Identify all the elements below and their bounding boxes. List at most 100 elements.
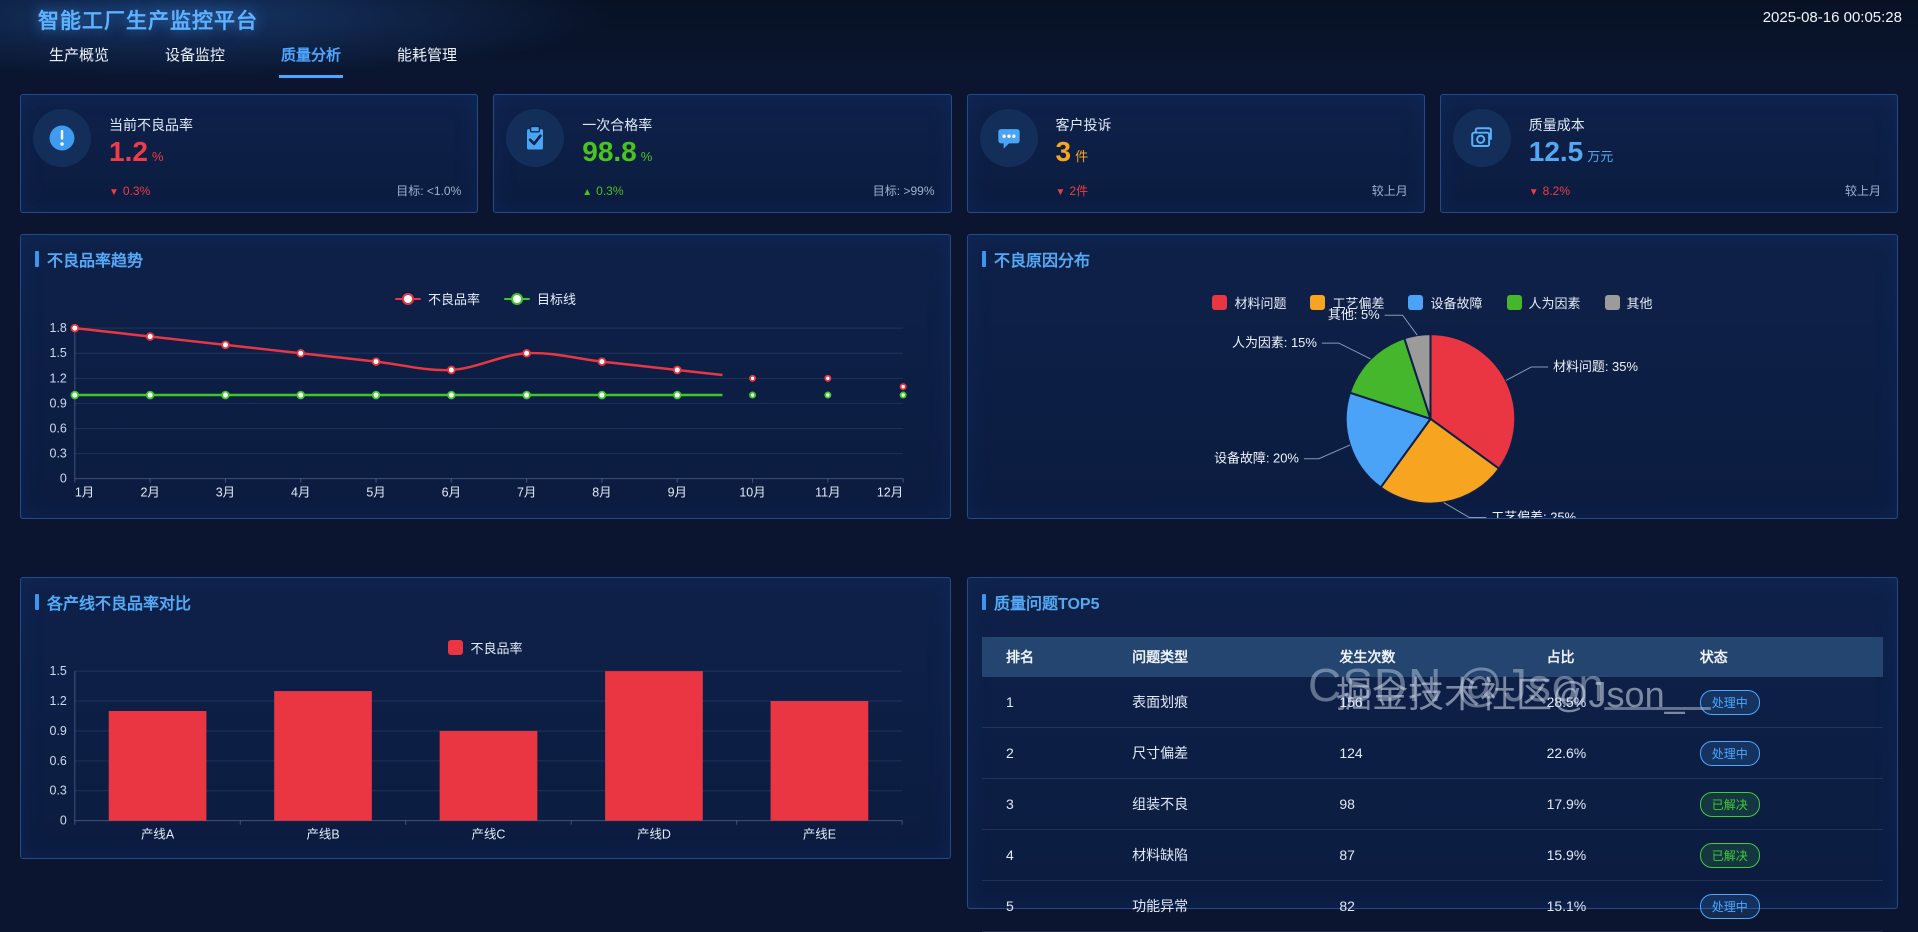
status-badge: 处理中 <box>1699 893 1760 919</box>
defect-causes-pie-chart[interactable]: 材料问题: 35% 工艺偏差: 25% 设备故障: 20% 人为因素: 15% 其他: … <box>968 235 1897 518</box>
panel-title-defect-causes: 不良原因分布 <box>982 247 1090 271</box>
bar-产线C <box>439 730 538 821</box>
app-title: 智能工厂生产监控平台 <box>38 10 258 33</box>
table-cell-issue: 功能异常 <box>1108 880 1316 932</box>
pie-label: 工艺偏差: 25% <box>1491 510 1576 518</box>
panel-title-text: 各产线不良品率对比 <box>47 596 192 613</box>
legend-label: 人为因素 <box>1528 296 1581 311</box>
kpi-change: ▼ 2件 <box>1056 182 1089 199</box>
status-badge: 处理中 <box>1699 740 1760 766</box>
title-accent-bar <box>982 594 986 610</box>
kpi-value-unit: 万元 <box>1587 149 1614 164</box>
table-cell-ratio: 17.9% <box>1522 778 1676 830</box>
data-point <box>597 357 607 366</box>
pie-label-line <box>1505 366 1549 381</box>
y-axis-label: 0.9 <box>50 724 67 738</box>
defect-trend-line-chart[interactable]: 0 0.3 0.6 0.9 1.2 1.5 1.8 1月 2月 3月 4月 5月 6月 7月 8月 9月 10月… <box>21 235 950 518</box>
kpi-change: ▲ 0.3% <box>582 184 623 198</box>
data-point <box>70 323 80 333</box>
data-point <box>597 390 607 400</box>
bottom-row: 各产线不良品率对比 不良品率 0 0.3 0.6 0.9 1.2 1.5 产线A 产线B 产线C… <box>20 577 1898 932</box>
x-axis-label: 1月 <box>75 486 94 500</box>
bar-chart-legend: 不良品率 <box>21 638 950 657</box>
y-axis-label: 0.3 <box>50 784 67 798</box>
clock: 2025-08-16 00:05:28 <box>1762 9 1902 26</box>
tab-生产概览[interactable]: 生产概览 <box>49 46 110 64</box>
pie-label: 材料问题: 35% <box>1553 359 1638 374</box>
legend-item-人为因素[interactable]: 人为因素 <box>1506 293 1581 312</box>
data-point <box>447 390 456 400</box>
legend-item-不良品率[interactable]: 不良品率 <box>448 638 523 657</box>
x-axis-label: 产线B <box>306 828 339 842</box>
status-badge: 处理中 <box>1699 689 1760 715</box>
tab-设备监控[interactable]: 设备监控 <box>165 46 226 64</box>
bar-产线E <box>770 701 869 821</box>
data-point <box>522 390 531 400</box>
pie-label: 人为因素: 15% <box>1232 335 1317 350</box>
kpi-footer: ▼ 8.2% 较上月 <box>1529 182 1881 199</box>
pie-label-line <box>1303 444 1351 460</box>
legend-label: 工艺偏差 <box>1332 296 1385 311</box>
table-row: 2 尺寸偏差 124 22.6% 处理中 <box>982 727 1883 779</box>
table-cell-issue: 表面划痕 <box>1108 677 1316 728</box>
data-point <box>672 390 682 400</box>
panel-defect-causes: 不良原因分布 材料问题 工艺偏差 设备故障 人为因素 其他 材料问题: 35% 工艺偏差:… <box>967 234 1898 519</box>
legend-item-目标线[interactable]: 目标线 <box>504 289 576 308</box>
legend-item-不良品率[interactable]: 不良品率 <box>394 289 480 308</box>
data-point <box>221 390 230 400</box>
kpi-value: 12.5 万元 <box>1529 137 1614 172</box>
legend-dot-marker <box>511 292 523 305</box>
kpi-title: 质量成本 <box>1528 117 1585 133</box>
panel-title-text: 不良原因分布 <box>994 253 1091 270</box>
arrow-up-icon: ▲ <box>582 186 593 198</box>
legend-square-marker <box>448 640 464 655</box>
data-point <box>70 390 80 400</box>
tab-质量分析[interactable]: 质量分析 <box>279 30 344 78</box>
cost-icon <box>1452 109 1511 167</box>
pie-label: 其他: 5% <box>1328 307 1380 322</box>
pie-slice-工艺偏差 <box>1379 417 1501 505</box>
line-compare-bar-chart[interactable]: 0 0.3 0.6 0.9 1.2 1.5 产线A 产线B 产线C 产线D 产线E <box>21 578 950 858</box>
kpi-change-text: 0.3% <box>122 183 151 198</box>
data-point <box>899 383 907 391</box>
data-point <box>824 374 832 382</box>
pie-label-line <box>1384 314 1418 336</box>
y-axis-label: 0.6 <box>50 754 67 768</box>
table-cell-status: 已解决 <box>1675 778 1883 830</box>
kpi-note: 目标: >99% <box>872 184 935 198</box>
table-cell-ratio: 15.1% <box>1522 880 1676 932</box>
data-point <box>899 391 907 399</box>
clipboard-check-icon <box>506 109 565 167</box>
legend-square-marker <box>1604 295 1620 310</box>
bar-产线B <box>274 691 372 821</box>
x-axis-label: 8月 <box>592 486 611 500</box>
data-point <box>824 391 832 399</box>
table-cell-rank: 4 <box>982 829 1109 881</box>
kpi-change-text: 8.2% <box>1542 183 1571 198</box>
kpi-value: 1.2% <box>109 137 164 172</box>
column-header: 状态 <box>1675 637 1883 677</box>
x-axis-label: 产线C <box>472 828 506 842</box>
quality-issues-table: 排名 问题类型 发生次数 占比 状态 1 表面划痕 156 28.5% 处理中 2 尺寸偏差 124 22… <box>982 637 1883 932</box>
charts-row: 不良品率趋势 不良品率 目标线 0 0.3 0.6 0.9 1.2 1.5 1.8 1月 2月 3月… <box>20 234 1898 519</box>
column-header: 问题类型 <box>1108 637 1316 677</box>
data-point <box>447 365 456 375</box>
legend-item-工艺偏差[interactable]: 工艺偏差 <box>1310 293 1384 312</box>
table-cell-rank: 5 <box>982 880 1109 932</box>
legend-square-marker <box>1212 295 1228 310</box>
x-axis-label: 7月 <box>517 486 536 500</box>
kpi-card-4: 质量成本 12.5 万元 ▼ 8.2% 较上月 <box>1439 94 1898 213</box>
x-axis-label: 产线D <box>637 828 671 842</box>
pie-slice-其他 <box>1403 333 1432 420</box>
legend-item-材料问题[interactable]: 材料问题 <box>1212 293 1286 312</box>
legend-item-设备故障[interactable]: 设备故障 <box>1408 293 1483 312</box>
x-axis-label: 3月 <box>216 486 235 500</box>
table-cell-count: 98 <box>1315 778 1523 830</box>
bar-产线D <box>605 671 703 821</box>
kpi-value-number: 3 <box>1055 136 1072 167</box>
panel-title-line-compare: 各产线不良品率对比 <box>35 590 191 614</box>
tab-能耗管理[interactable]: 能耗管理 <box>397 46 458 64</box>
data-point <box>145 390 155 400</box>
x-axis-label: 5月 <box>366 486 385 500</box>
legend-item-其他[interactable]: 其他 <box>1604 293 1653 312</box>
